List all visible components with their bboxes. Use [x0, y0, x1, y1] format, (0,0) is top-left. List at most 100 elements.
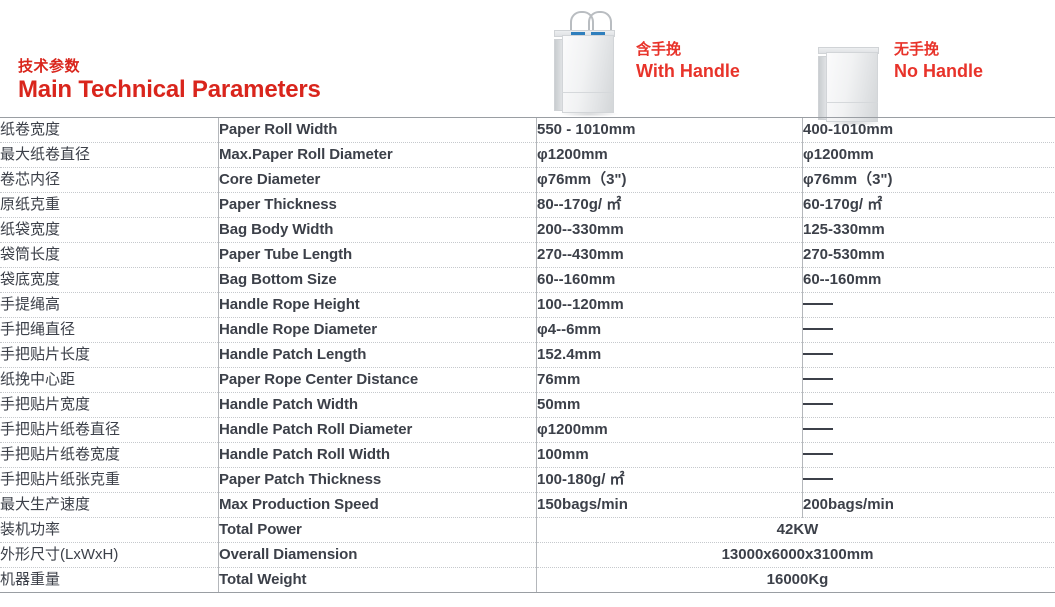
bag-side-panel — [554, 39, 563, 111]
no-handle-label: 无手挽 No Handle — [894, 40, 983, 83]
specifications-table: 纸卷宽度 Paper Roll Width 550 - 1010mm 400-1010… — [0, 117, 1055, 593]
paper-bag-no-handle-image — [818, 30, 882, 126]
value-with-handle: φ1200mm — [536, 417, 803, 443]
bag-front-panel — [826, 52, 878, 122]
value-no-handle: φ1200mm — [802, 142, 1055, 168]
not-applicable-dash — [803, 428, 833, 431]
value-no-handle: 270-530mm — [802, 242, 1055, 268]
with-handle-label-cn: 含手挽 — [636, 41, 682, 58]
value-no-handle — [802, 467, 1055, 493]
table-row: 原纸克重 Paper Thickness 80--170g/ ㎡ 60-170g/ ㎡ — [0, 192, 1055, 218]
param-name-en: Handle Patch Roll Width — [218, 442, 537, 468]
no-handle-label-cn: 无手挽 — [894, 41, 940, 58]
bag-bottom-fold — [826, 102, 878, 103]
param-name-cn: 手把贴片纸张克重 — [0, 467, 219, 493]
param-name-cn: 纸挽中心距 — [0, 367, 219, 393]
not-applicable-dash — [803, 353, 833, 356]
value-no-handle: 400-1010mm — [802, 117, 1055, 143]
param-name-cn: 手提绳高 — [0, 292, 219, 318]
not-applicable-dash — [803, 378, 833, 381]
page-title-cn: 技术参数 — [18, 58, 81, 75]
value-no-handle — [802, 317, 1055, 343]
param-name-en: Handle Patch Roll Diameter — [218, 417, 537, 443]
paper-bag-with-handle-image — [554, 8, 622, 117]
param-name-en: Core Diameter — [218, 167, 537, 193]
value-no-handle: 60--160mm — [802, 267, 1055, 293]
value-with-handle: 60--160mm — [536, 267, 803, 293]
not-applicable-dash — [803, 403, 833, 406]
param-name-cn: 纸袋宽度 — [0, 217, 219, 243]
value-with-handle: 80--170g/ ㎡ — [536, 192, 803, 218]
table-row: 纸挽中心距 Paper Rope Center Distance 76mm — [0, 367, 1055, 393]
param-name-en: Paper Rope Center Distance — [218, 367, 537, 393]
param-name-cn: 手把贴片宽度 — [0, 392, 219, 418]
value-no-handle — [802, 417, 1055, 443]
page-title-en: Main Technical Parameters — [18, 76, 321, 103]
with-handle-label: 含手挽 With Handle — [636, 40, 740, 83]
value-both-handles: 16000Kg — [536, 567, 1055, 593]
param-name-en: Handle Patch Width — [218, 392, 537, 418]
bag-bottom-fold — [562, 92, 614, 93]
column-header-no-handle: 无手挽 No Handle — [818, 8, 983, 126]
value-no-handle — [802, 442, 1055, 468]
rope-handle-right-icon — [588, 11, 612, 31]
value-no-handle: 60-170g/ ㎡ — [802, 192, 1055, 218]
table-row: 手把贴片纸卷直径 Handle Patch Roll Diameter φ1200m… — [0, 417, 1055, 443]
param-name-en: Max.Paper Roll Diameter — [218, 142, 537, 168]
param-name-cn: 手把贴片纸卷直径 — [0, 417, 219, 443]
param-name-en: Max Production Speed — [218, 492, 537, 518]
column-header-with-handle: 含手挽 With Handle — [554, 8, 740, 117]
table-row: 手提绳高 Handle Rope Height 100--120mm — [0, 292, 1055, 318]
not-applicable-dash — [803, 453, 833, 456]
not-applicable-dash — [803, 303, 833, 306]
handle-patch-left — [571, 32, 585, 35]
page-title: 技术参数 Main Technical Parameters — [18, 57, 321, 104]
value-with-handle: 550 - 1010mm — [536, 117, 803, 143]
table-row: 纸卷宽度 Paper Roll Width 550 - 1010mm 400-1010… — [0, 117, 1055, 143]
table-row: 手把绳直径 Handle Rope Diameter φ4--6mm — [0, 317, 1055, 343]
param-name-en: Total Weight — [218, 567, 537, 593]
value-with-handle: 150bags/min — [536, 492, 803, 518]
param-name-cn: 手把绳直径 — [0, 317, 219, 343]
param-name-cn: 袋筒长度 — [0, 242, 219, 268]
value-no-handle — [802, 392, 1055, 418]
table-row-merged: 外形尺寸(LxWxH) Overall Diamension 13000x6000x… — [0, 542, 1055, 568]
param-name-cn: 手把贴片纸卷宽度 — [0, 442, 219, 468]
not-applicable-dash — [803, 328, 833, 331]
param-name-cn: 外形尺寸(LxWxH) — [0, 542, 219, 568]
value-both-handles: 42KW — [536, 517, 1055, 543]
param-name-en: Overall Diamension — [218, 542, 537, 568]
param-name-cn: 卷芯内径 — [0, 167, 219, 193]
value-with-handle: φ1200mm — [536, 142, 803, 168]
param-name-en: Handle Rope Diameter — [218, 317, 537, 343]
bag-shadow — [560, 111, 618, 117]
value-no-handle: 125-330mm — [802, 217, 1055, 243]
table-row-merged: 机器重量 Total Weight 16000Kg — [0, 567, 1055, 593]
not-applicable-dash — [803, 478, 833, 481]
value-with-handle: 100-180g/ ㎡ — [536, 467, 803, 493]
param-name-en: Paper Tube Length — [218, 242, 537, 268]
table-row: 手把贴片宽度 Handle Patch Width 50mm — [0, 392, 1055, 418]
handle-patch-right — [591, 32, 605, 35]
table-row: 袋筒长度 Paper Tube Length 270--430mm 270-530mm — [0, 242, 1055, 268]
value-with-handle: φ4--6mm — [536, 317, 803, 343]
value-with-handle: 100--120mm — [536, 292, 803, 318]
param-name-cn: 机器重量 — [0, 567, 219, 593]
table-row: 最大纸卷直径 Max.Paper Roll Diameter φ1200mm φ120… — [0, 142, 1055, 168]
param-name-cn: 手把贴片长度 — [0, 342, 219, 368]
table-row: 手把贴片长度 Handle Patch Length 152.4mm — [0, 342, 1055, 368]
param-name-en: Handle Rope Height — [218, 292, 537, 318]
value-with-handle: φ76mm（3") — [536, 167, 803, 193]
param-name-cn: 装机功率 — [0, 517, 219, 543]
table-row: 手把贴片纸张克重 Paper Patch Thickness 100-180g/ ㎡ — [0, 467, 1055, 493]
table-row: 袋底宽度 Bag Bottom Size 60--160mm 60--160mm — [0, 267, 1055, 293]
param-name-en: Total Power — [218, 517, 537, 543]
table-row: 手把贴片纸卷宽度 Handle Patch Roll Width 100mm — [0, 442, 1055, 468]
value-no-handle — [802, 292, 1055, 318]
value-no-handle — [802, 342, 1055, 368]
value-with-handle: 270--430mm — [536, 242, 803, 268]
value-with-handle: 50mm — [536, 392, 803, 418]
param-name-cn: 最大纸卷直径 — [0, 142, 219, 168]
param-name-cn: 袋底宽度 — [0, 267, 219, 293]
